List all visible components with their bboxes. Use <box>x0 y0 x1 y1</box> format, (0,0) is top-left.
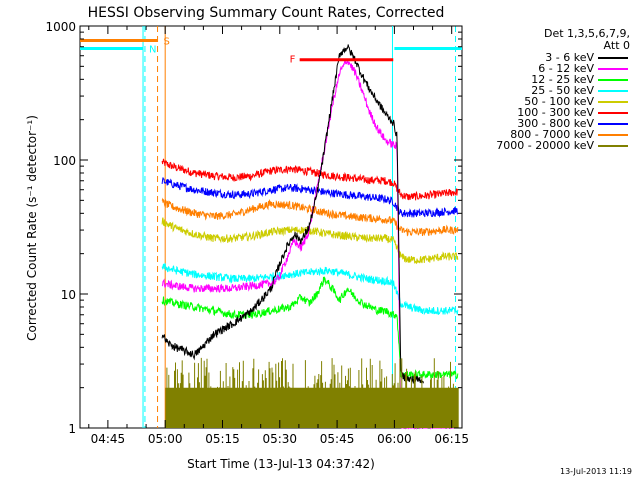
legend-entry-label: 800 - 7000 keV <box>510 128 594 141</box>
x-axis-label: Start Time (13-Jul-13 04:37:42) <box>187 457 375 471</box>
series-line <box>161 177 459 218</box>
legend-entry-label: 100 - 300 keV <box>517 106 594 119</box>
legend-entry-label: 7000 - 20000 keV <box>496 139 594 152</box>
series-line <box>161 217 459 265</box>
series-line <box>165 357 459 428</box>
legend-entry: 3 - 6 keV <box>468 52 632 63</box>
legend-header-line-2: Att 0 <box>603 39 630 52</box>
legend-entry-label: 12 - 25 keV <box>531 73 594 86</box>
x-tick-label: 05:00 <box>148 432 183 446</box>
series-line <box>161 44 424 384</box>
legend: Det 1,3,5,6,7,9, Att 0 3 - 6 keV 6 - 12 k… <box>468 27 632 152</box>
legend-swatch <box>598 112 628 114</box>
legend-swatch <box>598 123 628 125</box>
series-line <box>161 276 459 380</box>
legend-swatch <box>598 68 628 70</box>
flag-bar-label: F <box>290 55 296 66</box>
legend-swatch <box>598 79 628 81</box>
plot-frame <box>79 25 463 429</box>
marker-layer <box>142 26 457 428</box>
x-tick-label: 04:45 <box>91 432 126 446</box>
legend-entry: 50 - 100 keV <box>468 96 632 107</box>
x-tick-label: 06:00 <box>377 432 412 446</box>
legend-entry: 6 - 12 keV <box>468 63 632 74</box>
y-tick-label: 1000 <box>45 20 76 34</box>
plot-area <box>79 25 463 429</box>
legend-entry-label: 300 - 800 keV <box>517 117 594 130</box>
series-line <box>161 262 459 316</box>
x-tick-label: 06:15 <box>434 432 469 446</box>
y-tick-label: 10 <box>61 288 76 302</box>
series-line <box>161 197 459 237</box>
y-axis-label: Corrected Count Rate (s⁻¹ detector⁻¹) <box>25 115 39 341</box>
flag-bar-label: S <box>164 36 170 47</box>
legend-swatch <box>598 134 628 136</box>
legend-header-line-1: Det 1,3,5,6,7,9, <box>543 27 630 40</box>
legend-entry-label: 50 - 100 keV <box>524 95 594 108</box>
legend-entry-label: 3 - 6 keV <box>545 51 594 64</box>
legend-swatch <box>598 57 628 59</box>
x-tick-label: 05:45 <box>320 432 355 446</box>
legend-entry: 7000 - 20000 keV <box>468 140 632 151</box>
y-tick-label: 100 <box>53 154 76 168</box>
legend-entry-label: 25 - 50 keV <box>531 84 594 97</box>
chart-title: HESSI Observing Summary Count Rates, Cor… <box>88 5 445 21</box>
legend-entry: 300 - 800 keV <box>468 118 632 129</box>
legend-swatch <box>598 101 628 103</box>
axis-layer: 04:45 05:00 05:15 05:30 05:45 06:00 06:15 1 10 10… <box>45 20 469 446</box>
x-tick-label: 05:15 <box>205 432 240 446</box>
legend-entry: 800 - 7000 keV <box>468 129 632 140</box>
legend-entry-label: 6 - 12 keV <box>538 62 594 75</box>
legend-swatch <box>598 90 628 92</box>
y-tick-label: 1 <box>68 422 76 436</box>
x-tick-label: 05:30 <box>262 432 297 446</box>
legend-entry: 100 - 300 keV <box>468 107 632 118</box>
timestamp: 13-Jul-2013 11:19 <box>560 467 633 476</box>
legend-entry: 25 - 50 keV <box>468 85 632 96</box>
legend-entry: 12 - 25 keV <box>468 74 632 85</box>
legend-swatch <box>598 145 628 147</box>
series-layer <box>161 44 459 430</box>
series-line <box>161 158 459 201</box>
legend-rows: 3 - 6 keV 6 - 12 keV 12 - 25 keV 25 - 50 ke… <box>468 52 632 151</box>
flag-bar-label: N <box>149 44 156 55</box>
flag-layer: SN F <box>80 36 462 66</box>
